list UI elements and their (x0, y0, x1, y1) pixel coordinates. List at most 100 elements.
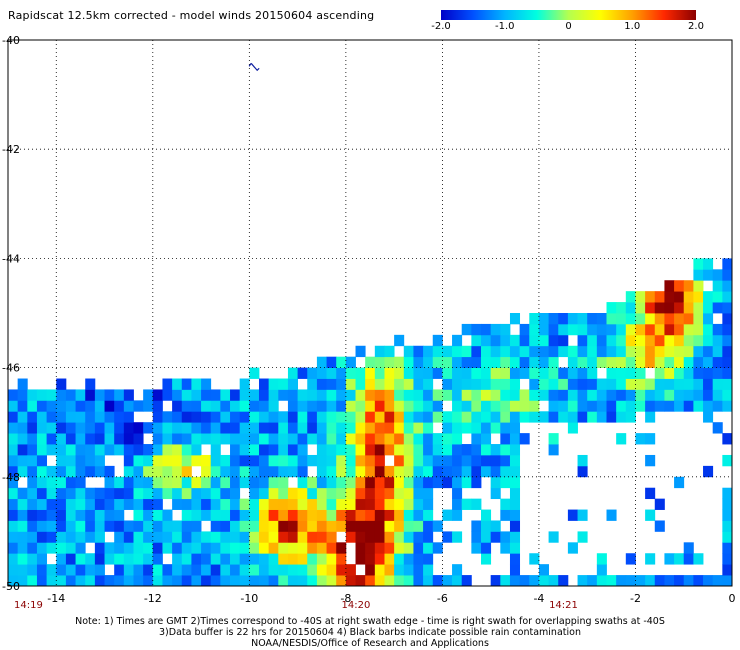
data-cell (27, 411, 38, 423)
data-cell (65, 476, 76, 489)
data-cell (635, 334, 646, 347)
data-cell (538, 367, 549, 379)
data-cell (423, 454, 434, 467)
data-cell (413, 498, 424, 510)
data-cell (345, 367, 356, 379)
x-tick-label: -4 (533, 592, 544, 605)
data-cell (674, 323, 685, 336)
data-cell (152, 433, 163, 445)
data-cell (548, 444, 559, 456)
data-cell (326, 356, 337, 368)
data-cell (278, 476, 289, 489)
data-cell (278, 411, 289, 423)
colorbar-tick-label: -1.0 (494, 21, 515, 32)
data-cell (500, 389, 511, 401)
data-cell (442, 345, 453, 358)
data-cell (345, 433, 356, 445)
data-cell (674, 378, 685, 390)
data-cell (413, 564, 424, 576)
data-cell (587, 313, 598, 325)
data-cell (36, 422, 48, 434)
data-cell (8, 465, 19, 478)
data-cell (490, 422, 501, 434)
data-cell (220, 389, 231, 401)
data-cell (152, 476, 163, 489)
data-cell (75, 454, 86, 467)
data-cell (56, 433, 67, 445)
data-cell (17, 498, 28, 510)
data-cell (336, 476, 347, 489)
data-cell (413, 575, 424, 587)
data-cell (654, 356, 665, 368)
data-cell (355, 444, 366, 456)
data-cell (75, 542, 86, 554)
data-cell (558, 334, 569, 347)
data-cell (500, 378, 511, 390)
data-cell (403, 564, 414, 576)
data-cell (529, 367, 540, 379)
data-cell (104, 422, 115, 434)
data-cell (712, 280, 723, 292)
data-cell (355, 520, 366, 532)
data-cell (413, 465, 424, 478)
plot-frame (7, 39, 733, 587)
data-cell (56, 378, 67, 390)
data-cell (481, 367, 492, 379)
data-cell (481, 389, 492, 401)
data-cell (722, 389, 733, 401)
data-cell (123, 564, 134, 576)
data-cell (65, 531, 76, 543)
data-cell (538, 575, 549, 587)
data-cell (645, 433, 656, 445)
data-cell (365, 487, 376, 500)
data-cell (230, 542, 241, 554)
data-cell (616, 411, 627, 423)
data-cell (471, 389, 482, 401)
data-cell (181, 498, 192, 510)
data-cell (452, 444, 463, 456)
data-cell (27, 542, 38, 554)
data-cell (17, 433, 28, 445)
data-cell (481, 356, 492, 368)
data-cell (712, 356, 723, 368)
x-tick-label: -10 (240, 592, 258, 605)
data-cell (326, 378, 337, 390)
data-cell (94, 433, 105, 445)
data-cell (316, 411, 327, 423)
data-cell (674, 400, 685, 412)
data-cell (258, 389, 270, 401)
data-cell (384, 367, 395, 379)
data-cell (500, 454, 511, 467)
data-cell (210, 433, 221, 445)
data-cell (413, 476, 424, 489)
data-cell (220, 498, 231, 510)
data-cell (27, 454, 38, 467)
data-cell (423, 564, 434, 576)
data-cell (519, 433, 530, 445)
data-cell (27, 553, 38, 565)
data-cell (65, 400, 76, 412)
data-cell (307, 433, 318, 445)
data-cell (75, 476, 86, 489)
data-cell (191, 575, 202, 587)
data-cell (442, 575, 453, 587)
data-cell (287, 422, 298, 434)
data-cell (56, 564, 67, 576)
data-cell (326, 411, 337, 423)
note-line-3: NOAA/NESDIS/Office of Research and Appli… (251, 638, 489, 649)
x-tick-label: -6 (437, 592, 448, 605)
data-cell (519, 400, 530, 412)
data-cell (703, 389, 714, 401)
data-cell (471, 454, 482, 467)
data-cell (162, 487, 173, 500)
data-cell (606, 302, 617, 314)
data-cell (297, 553, 308, 565)
data-cell (94, 454, 105, 467)
data-cell (191, 498, 202, 510)
data-cell (239, 553, 250, 565)
data-cell (316, 465, 327, 478)
data-cell (432, 389, 443, 401)
data-cell (365, 411, 376, 423)
data-cell (46, 520, 57, 532)
